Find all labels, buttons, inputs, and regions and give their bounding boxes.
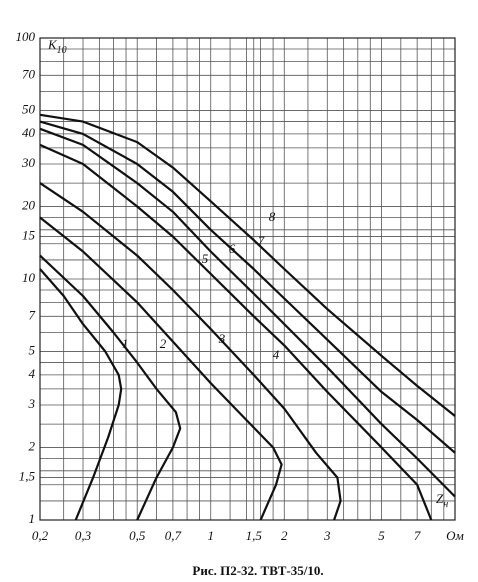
y-label-main: K — [47, 37, 58, 52]
y-tick-label: 100 — [16, 29, 36, 44]
y-tick-label: 50 — [22, 102, 36, 117]
y-tick-label: 3 — [28, 396, 36, 411]
y-tick-label: 1 — [29, 511, 36, 526]
y-tick-label: 20 — [22, 197, 36, 212]
y-tick-label: 40 — [22, 125, 36, 140]
curve-label: 3 — [218, 331, 226, 346]
curve — [39, 268, 123, 521]
x-tick-label: 2 — [281, 528, 288, 543]
x-label-main: Z — [436, 491, 444, 506]
y-tick-label: 15 — [22, 228, 36, 243]
curve — [39, 216, 283, 521]
x-tick-label: 5 — [378, 528, 385, 543]
plot-frame — [39, 37, 456, 521]
x-tick-label: 1 — [207, 528, 214, 543]
y-axis-label: K10 — [47, 37, 67, 56]
y-tick-label: 70 — [22, 66, 36, 81]
y-tick-label: 30 — [21, 155, 36, 170]
x-axis-label: Zн — [436, 491, 448, 510]
y-tick-label: 1,5 — [19, 469, 36, 484]
x-tick-label: 7 — [414, 528, 421, 543]
x-tick-label: 0,3 — [75, 528, 92, 543]
x-label-sub: н — [443, 499, 448, 510]
curve — [39, 143, 433, 521]
curve-label: 4 — [273, 347, 280, 362]
curve-label: 8 — [269, 209, 276, 224]
y-label-sub: 10 — [57, 45, 67, 56]
y-tick-label: 7 — [29, 307, 36, 322]
x-tick-label: 0,2 — [32, 528, 49, 543]
curve-label: 2 — [160, 336, 167, 351]
x-tick-label: 1,5 — [246, 528, 263, 543]
x-tick-label: Ом — [446, 528, 464, 543]
x-tick-label: 3 — [323, 528, 331, 543]
curve-label: 7 — [258, 233, 265, 248]
curve — [39, 120, 456, 454]
y-tick-label: 5 — [29, 343, 36, 358]
curve — [39, 127, 456, 498]
y-tick-label: 2 — [29, 438, 36, 453]
y-tick-label: 10 — [22, 270, 36, 285]
curve — [39, 254, 182, 521]
y-tick-label: 4 — [29, 366, 36, 381]
curve-label: 5 — [202, 251, 209, 266]
curve — [39, 182, 342, 521]
chart-title: Рис. П2-32. ТВТ-35/10. — [192, 563, 323, 578]
x-tick-label: 0,7 — [165, 528, 182, 543]
curve — [39, 113, 456, 417]
curve-label: 1 — [122, 336, 129, 351]
x-tick-label: 0,5 — [129, 528, 146, 543]
